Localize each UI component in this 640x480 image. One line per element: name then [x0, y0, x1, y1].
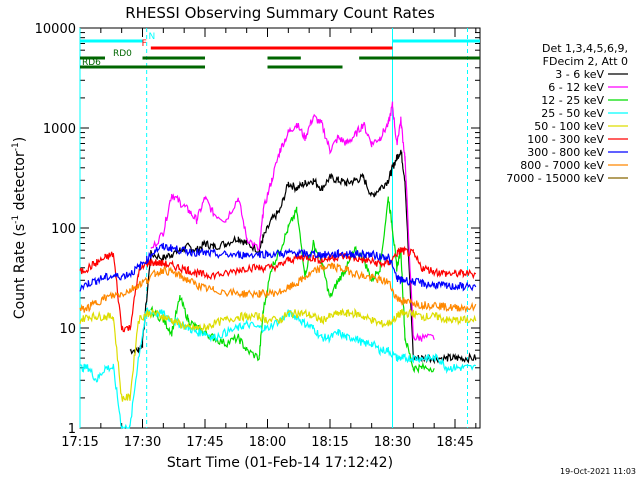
- state-bar-label: N: [149, 32, 156, 42]
- x-tick-label: 18:00: [249, 435, 286, 450]
- y-axis-label-sup1: -1: [11, 215, 21, 224]
- chart-title: RHESSI Observing Summary Count Rates: [125, 4, 435, 22]
- series-line: [79, 306, 477, 430]
- legend-label: 300 - 800 keV: [527, 146, 604, 159]
- time-markers: [79, 28, 468, 428]
- legend-label: 3 - 6 keV: [555, 68, 604, 81]
- legend-label: 25 - 50 keV: [541, 107, 604, 120]
- y-axis-ticks: 1 10 100 1000 10000: [35, 22, 480, 437]
- attenuator-state-bars: NF RD0 RD6: [80, 32, 480, 69]
- y-axis-label-c: ): [12, 137, 28, 142]
- y-axis-label: Count Rate (s-1 detector-1): [11, 137, 28, 319]
- y-tick-label: 1000: [43, 122, 76, 137]
- series-line: [79, 307, 477, 402]
- series-line: [150, 101, 435, 342]
- series-line: [79, 245, 477, 333]
- x-axis-ticks: 17:15 17:30 17:45 18:00 18:15 18:30 18:45: [61, 28, 477, 450]
- y-axis-label-sup2: -1: [11, 142, 21, 151]
- series-lines: [79, 101, 477, 430]
- x-tick-label: 17:30: [124, 435, 161, 450]
- legend-header-1: Det 1,3,4,5,6,9,: [542, 42, 628, 55]
- y-tick-label: 10000: [35, 22, 76, 37]
- legend-label: 6 - 12 keV: [548, 81, 604, 94]
- x-tick-label: 18:45: [436, 435, 473, 450]
- series-line: [79, 262, 477, 314]
- legend-label: 800 - 7000 keV: [520, 159, 604, 172]
- y-tick-label: 100: [51, 222, 76, 237]
- state-bar-label: F: [142, 39, 147, 49]
- legend: Det 1,3,4,5,6,9, FDecim 2, Att 0 3 - 6 k…: [506, 42, 628, 185]
- legend-label: 100 - 300 keV: [527, 133, 604, 146]
- x-tick-label: 18:30: [374, 435, 411, 450]
- legend-header-2: FDecim 2, Att 0: [543, 55, 628, 68]
- series-line: [129, 149, 477, 365]
- generation-timestamp: 19-Oct-2021 11:03: [560, 467, 636, 476]
- state-bar-label: RD6: [82, 58, 101, 68]
- legend-label: 50 - 100 keV: [534, 120, 604, 133]
- plot-frame: [79, 27, 481, 429]
- y-tick-label: 1: [68, 422, 76, 437]
- y-tick-label: 10: [59, 322, 76, 337]
- y-axis-label-a: Count Rate (s: [12, 224, 28, 319]
- x-tick-label: 17:15: [61, 435, 98, 450]
- legend-label: 12 - 25 keV: [541, 94, 604, 107]
- x-tick-label: 18:15: [311, 435, 348, 450]
- y-axis-label-b: detector: [12, 151, 28, 215]
- state-bar-label: RD0: [113, 49, 132, 59]
- x-tick-label: 17:45: [186, 435, 223, 450]
- x-axis-label: Start Time (01-Feb-14 17:12:42): [167, 455, 393, 471]
- series-line: [79, 242, 477, 292]
- legend-label: 7000 - 15000 keV: [506, 172, 604, 185]
